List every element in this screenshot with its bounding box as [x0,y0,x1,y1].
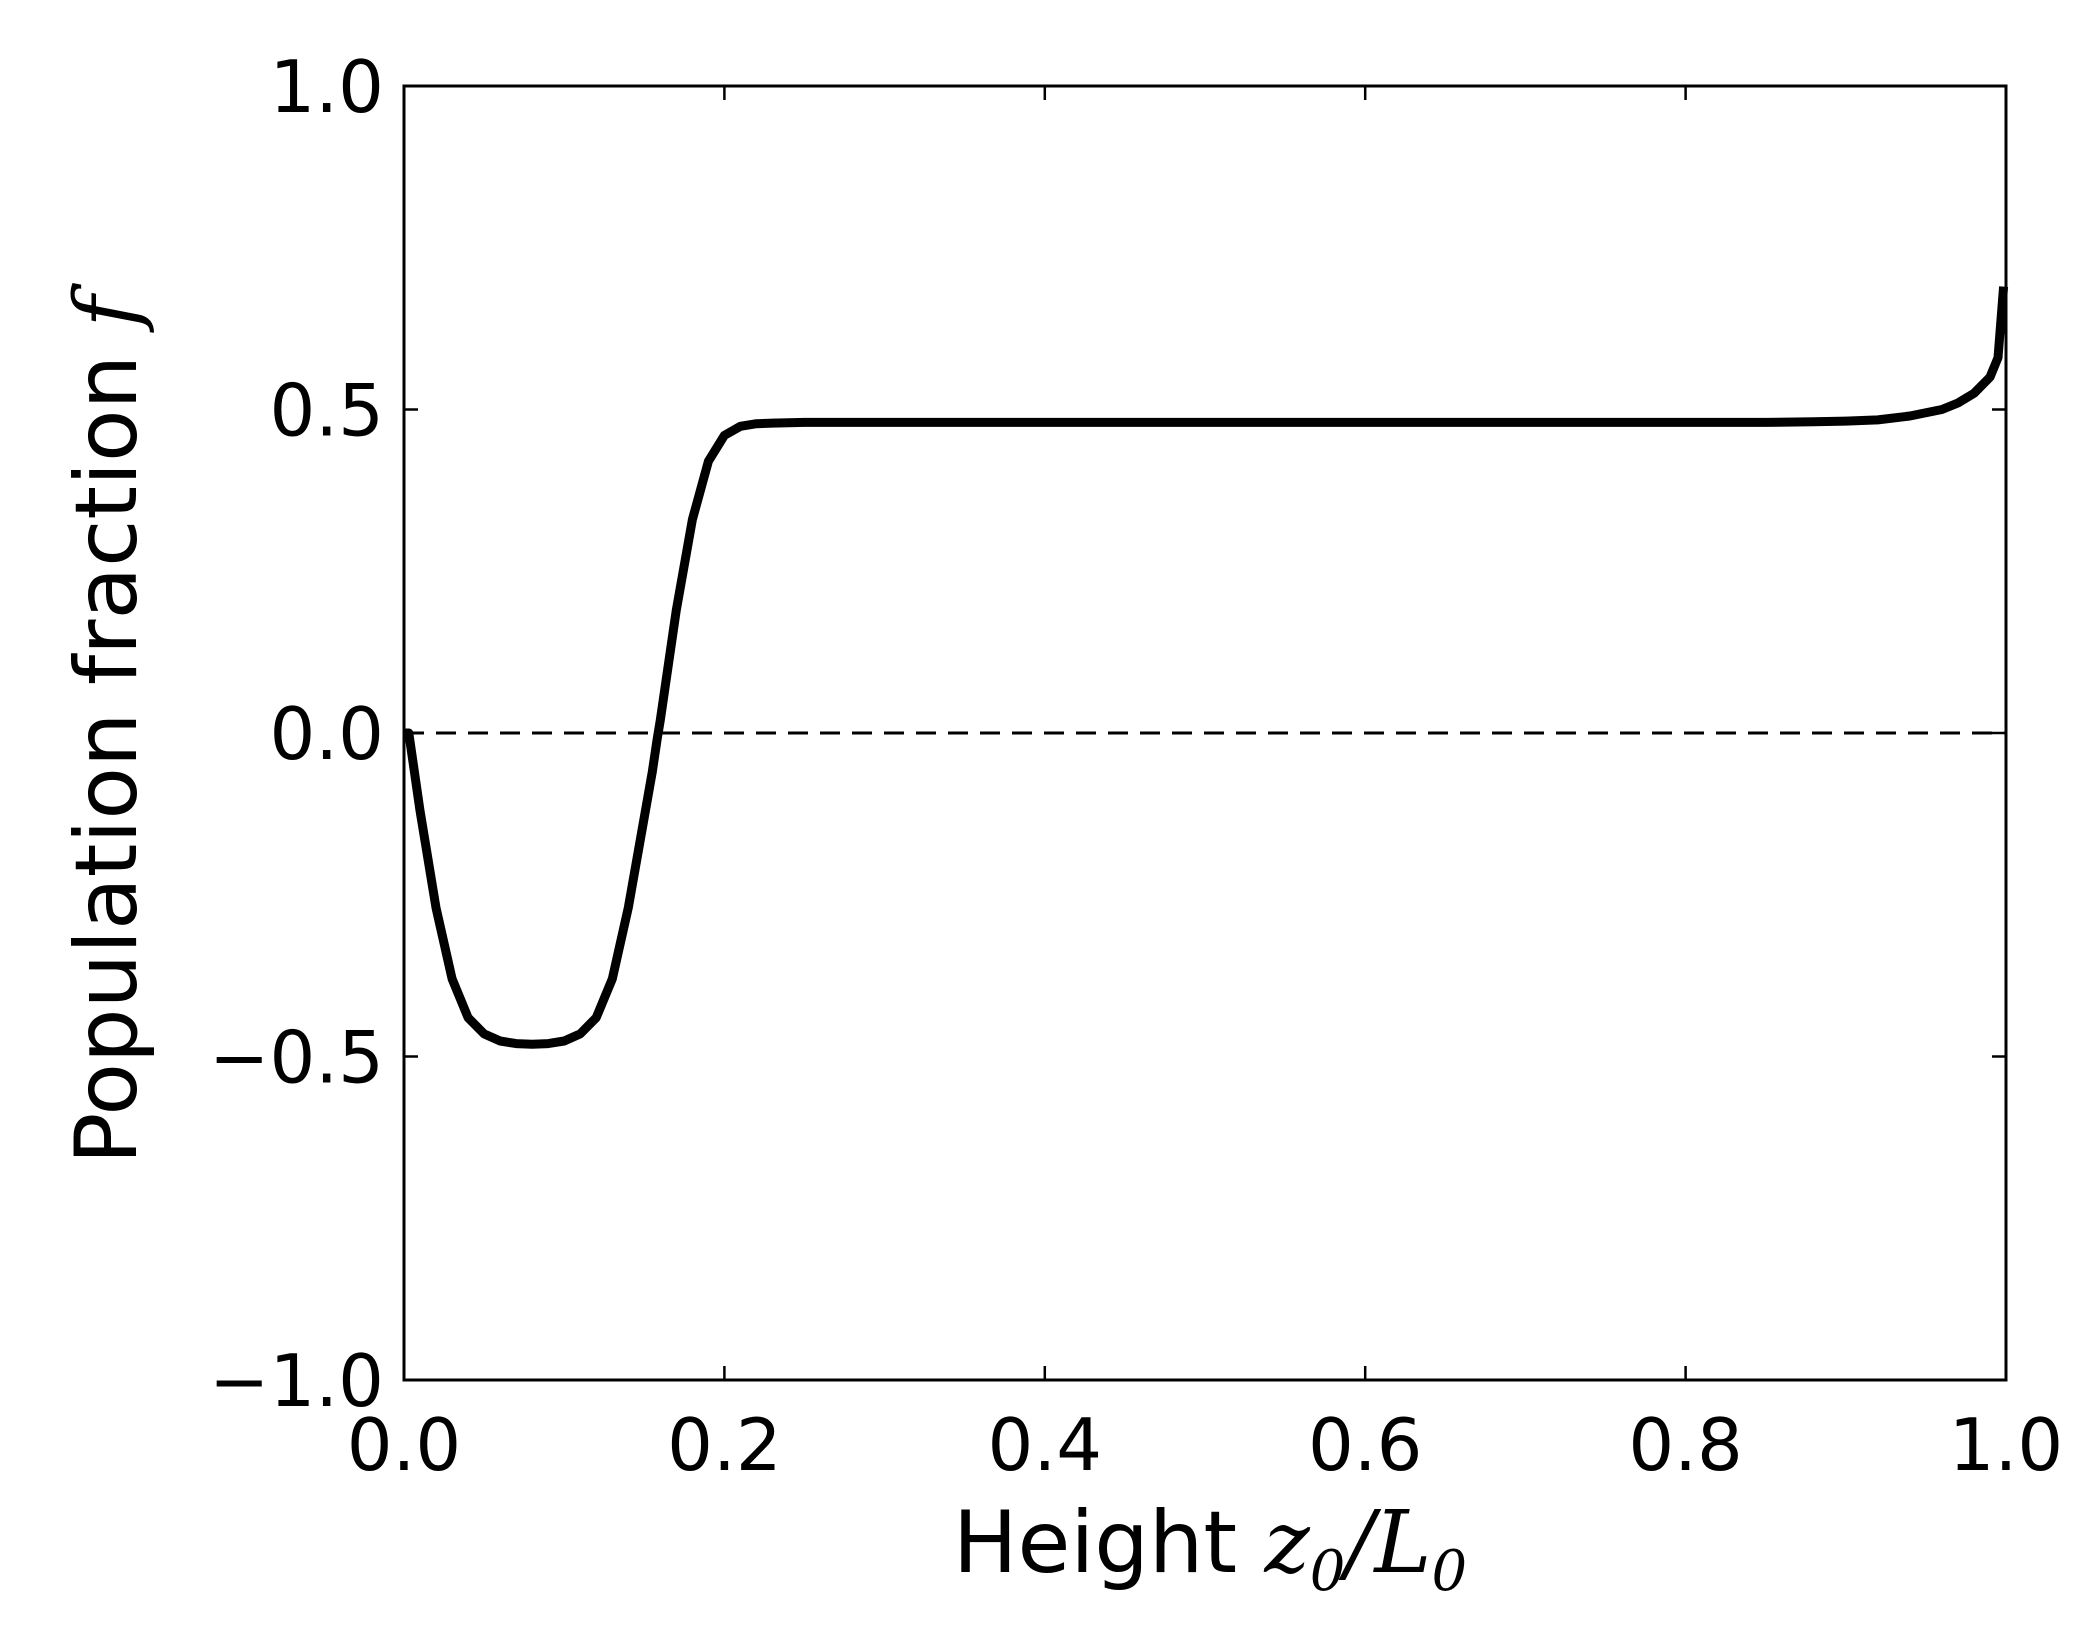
y-tick-label: 0.0 [269,692,384,776]
x-tick-label: 0.6 [1308,1403,1423,1487]
x-axis-label-den-sub: 0 [1432,1539,1468,1604]
plot-area [402,84,2009,1382]
tick-labels: 0.0 0.2 0.4 0.6 0.8 1.0 −1.0 −0.5 0.0 0.5 1.0 [209,45,2063,1487]
x-tick-label: 0.2 [667,1403,782,1487]
y-axis-label: Population fraction f [57,282,157,1164]
x-tick-label: 0.4 [988,1403,1103,1487]
x-axis-label-den: L [1372,1493,1431,1593]
x-tick-label: 1.0 [1949,1403,2064,1487]
axis-ticks [402,84,2008,1382]
x-tick-label: 0.8 [1628,1403,1743,1487]
y-axis-label-text: Population fraction [57,355,157,1165]
x-axis-label-var-sub: 0 [1310,1539,1346,1604]
y-tick-label: 0.5 [269,369,384,453]
x-tick-label: 0.0 [347,1403,462,1487]
y-tick-label: 1.0 [269,45,384,129]
x-axis-label-sep: / [1338,1493,1381,1593]
x-axis-label: Height z0/L0 [953,1493,1467,1604]
series-line-0 [404,286,2009,1049]
y-tick-label: −1.0 [209,1339,384,1423]
y-tick-label: −0.5 [209,1016,384,1100]
x-axis-label-text: Height [953,1493,1237,1593]
y-axis-label-var: f [57,282,157,333]
x-axis-label-var: z [1263,1493,1310,1593]
